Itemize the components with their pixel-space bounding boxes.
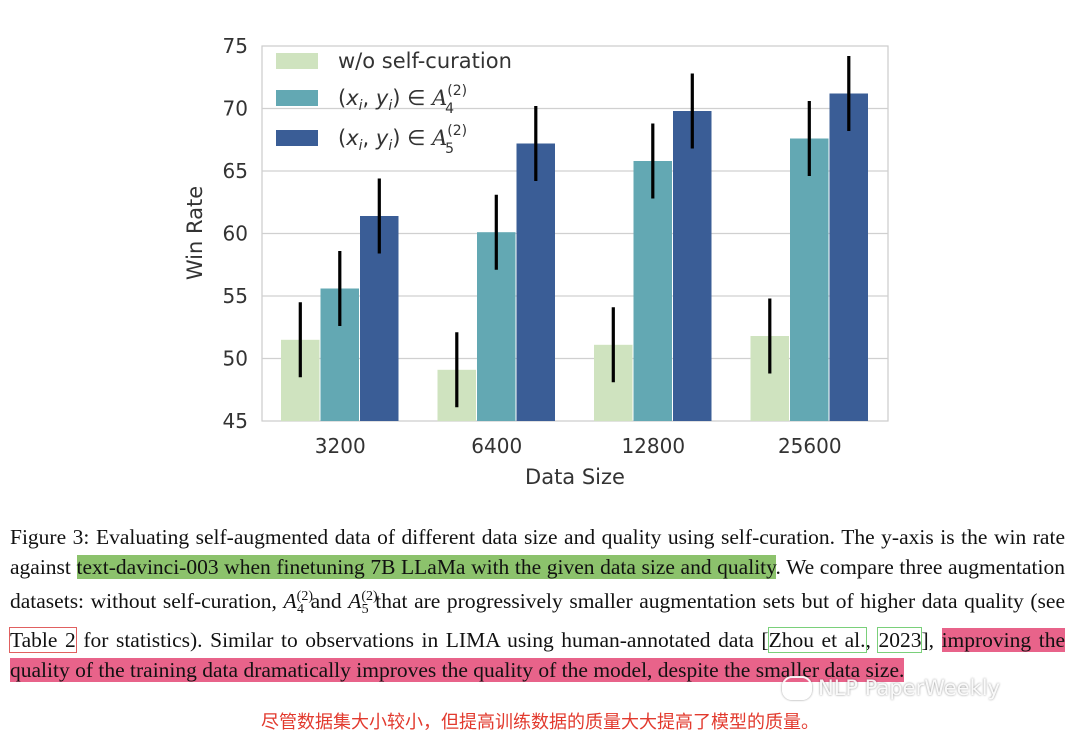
bar-x-i-y-i-a-5-2-12800 xyxy=(673,111,712,421)
caption-text: , xyxy=(865,628,879,653)
bar-x-i-y-i-a-5-2-6400 xyxy=(516,143,555,421)
chinese-annotation: 尽管数据集大小较小，但提高训练数据的质量大大提高了模型的质量。 xyxy=(261,712,819,733)
bar-x-i-y-i-a-4-2-25600 xyxy=(790,138,829,421)
bar-x-i-y-i-a-4-2-12800 xyxy=(633,161,672,421)
caption-text: . We compare three augmentation datasets… xyxy=(10,555,1065,614)
y-tick-label: 60 xyxy=(223,222,248,246)
error-bars xyxy=(298,56,851,408)
x-tick-label: 3200 xyxy=(315,434,366,458)
legend-label-a5: (xi, yi) ∈ A(2) 5 xyxy=(338,123,467,157)
caption-highlight-green: text-davinci-003 when finetuning 7B LLaM… xyxy=(76,555,776,579)
wechat-icon xyxy=(782,676,812,700)
caption-math-sup: (2) xyxy=(296,589,313,604)
legend-label-w-o-self-curation: w/o self-curation xyxy=(338,49,512,73)
watermark: NLP PaperWeekly xyxy=(782,676,1000,700)
caption-text: ], xyxy=(921,628,942,653)
caption-math-sub: 4 xyxy=(296,602,304,618)
caption-math-a: A xyxy=(348,589,362,614)
y-tick-label: 75 xyxy=(223,34,248,58)
watermark-text: NLP PaperWeekly xyxy=(818,676,1001,700)
caption-text: for statistics). Similar to observations… xyxy=(75,628,769,653)
citation-year-link[interactable]: 2023 xyxy=(877,627,923,654)
table-reference-link[interactable]: Table 2 xyxy=(9,627,77,654)
legend-swatch-a5 xyxy=(276,130,318,146)
x-tick-label: 12800 xyxy=(621,434,685,458)
caption-text: and xyxy=(303,589,349,614)
y-tick-label: 45 xyxy=(223,409,248,433)
legend: w/o self-curation (xi, yi) ∈ A(2) 4 (xi, … xyxy=(276,49,512,157)
bars xyxy=(281,93,868,422)
y-axis-label: Win Rate xyxy=(183,186,207,280)
y-tick-label: 55 xyxy=(223,284,248,308)
x-tick-label: 25600 xyxy=(778,434,842,458)
y-tick-label: 50 xyxy=(223,347,248,371)
legend-label-a4: (xi, yi) ∈ A(2) 4 xyxy=(338,83,467,117)
legend-swatch-a4 xyxy=(276,90,318,106)
figure-caption: Figure 3: Evaluating self-augmented data… xyxy=(9,522,1066,685)
y-tick-labels: 45 50 55 60 65 70 75 xyxy=(223,34,248,433)
y-tick-label: 65 xyxy=(223,159,248,183)
caption-math-a: A xyxy=(283,589,297,614)
citation-author-link[interactable]: Zhou et al. xyxy=(767,627,867,654)
y-tick-label: 70 xyxy=(223,97,248,121)
caption-text: that are progressively smaller augmentat… xyxy=(368,589,1066,614)
legend-swatch-w-o-self-curation xyxy=(276,53,318,69)
caption-text: Figure 3: Evaluating self-augmented data… xyxy=(10,525,1065,579)
caption-math-sub: 5 xyxy=(361,602,369,618)
caption-math-sup: (2) xyxy=(361,589,378,604)
bar-x-i-y-i-a-5-2-25600 xyxy=(829,93,868,421)
x-tick-labels: 3200 6400 12800 25600 xyxy=(315,434,842,458)
bar-chart: 45 50 55 60 65 70 75 3200 6400 12800 25600 Win Ra… xyxy=(183,34,889,489)
x-tick-label: 6400 xyxy=(471,434,522,458)
x-axis-label: Data Size xyxy=(525,465,625,489)
